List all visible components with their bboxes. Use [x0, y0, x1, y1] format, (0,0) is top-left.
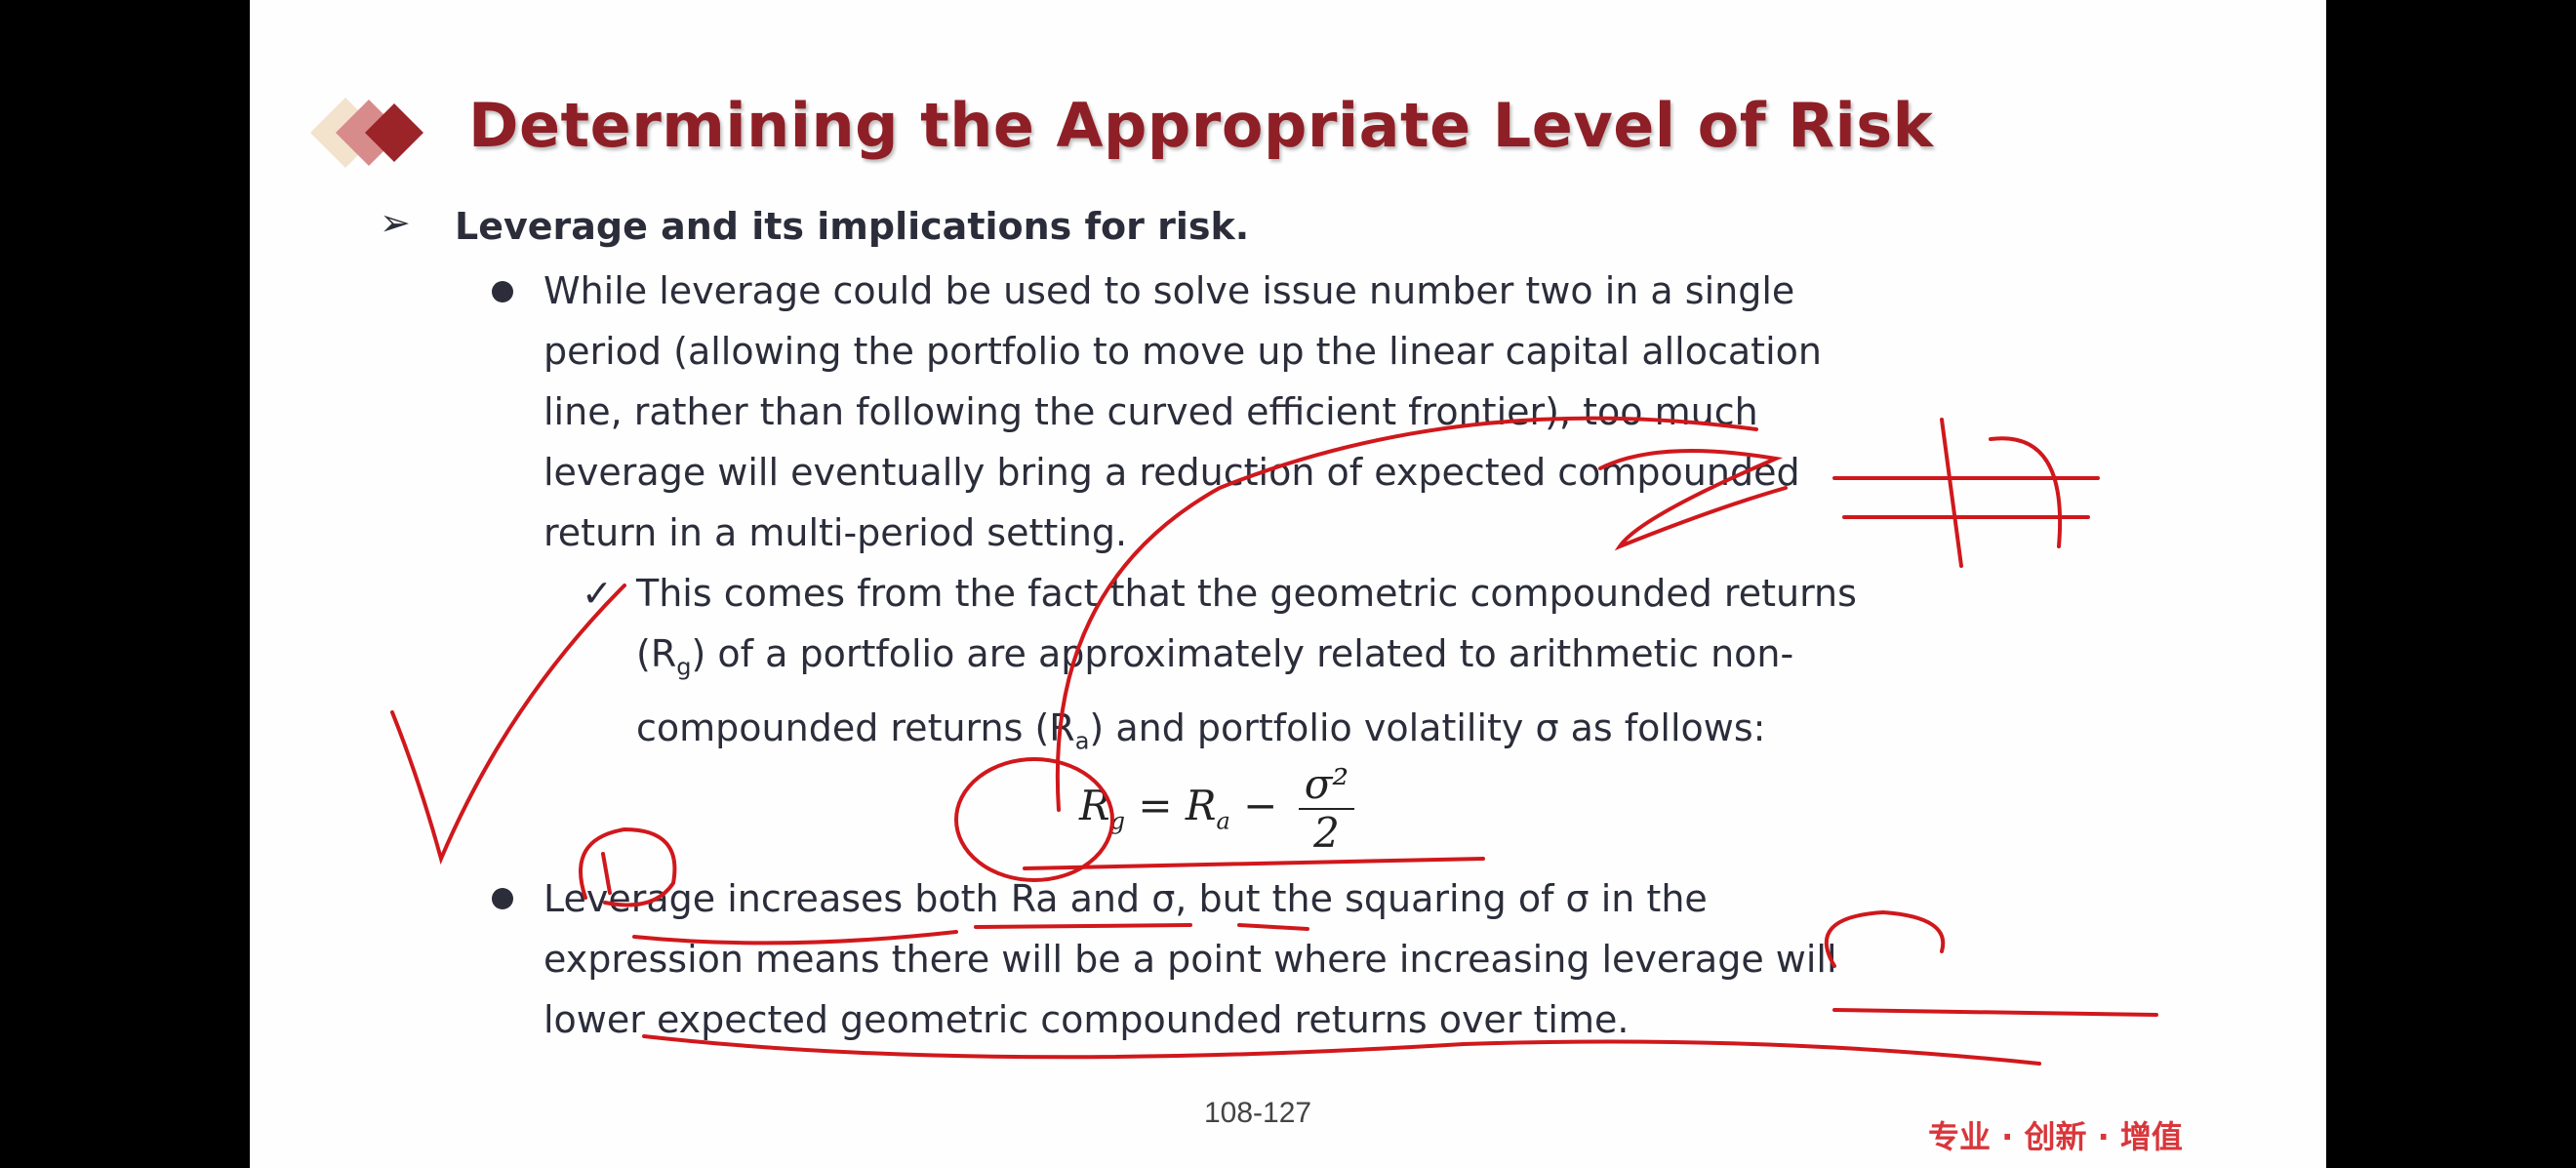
- sub-bullet: This comes from the fact that the geomet…: [636, 563, 1857, 771]
- text-line: period (allowing the portfolio to move u…: [543, 330, 1822, 373]
- section-heading: Leverage and its implications for risk.: [455, 205, 1250, 248]
- arrow-bullet-icon: ➢: [380, 201, 411, 244]
- title-diamonds-icon: [310, 98, 423, 168]
- underline-annotation: [632, 857, 2158, 1017]
- bullet-icon: [492, 888, 513, 909]
- text-line: While leverage could be used to solve is…: [543, 269, 1795, 312]
- slide: Determining the Appropriate Level of Ris…: [250, 0, 2326, 1168]
- bullet-1: While leverage could be used to solve is…: [543, 261, 1822, 563]
- bullet-icon: [492, 281, 513, 302]
- text-line: leverage will eventually bring a reducti…: [543, 451, 1800, 494]
- text-line: line, rather than following the curved e…: [543, 390, 1758, 433]
- chinese-annotation: [1598, 418, 2100, 568]
- text-line: (Rg) of a portfolio are approximately re…: [636, 632, 1794, 681]
- footer-slogan: 专业 · 创新 · 增值: [1928, 1118, 2183, 1155]
- slide-title: Determining the Appropriate Level of Ris…: [468, 90, 1934, 161]
- long-underline-annotation: [642, 1034, 2041, 1066]
- circle-annotation: [954, 757, 1114, 882]
- text-line: return in a multi-period setting.: [543, 511, 1128, 554]
- arc-annotation: [1055, 416, 1758, 812]
- page-number: 108-127: [1204, 1097, 1312, 1129]
- circle-2-annotation: [1824, 909, 1946, 968]
- checkmark-icon: ✓: [582, 572, 613, 615]
- text-line: This comes from the fact that the geomet…: [636, 572, 1857, 615]
- circle-1-annotation: [579, 826, 677, 907]
- formula: Rg = Ra − σ² 2: [1079, 761, 1355, 857]
- bullet-2: Leverage increases both Ra and σ, but th…: [543, 868, 1837, 1050]
- text-line: compounded returns (Ra) and portfolio vo…: [636, 705, 1766, 755]
- number-1-annotation: [601, 852, 612, 895]
- checkmark-annotation: [390, 584, 626, 866]
- text-line: lower expected geometric compounded retu…: [543, 998, 1630, 1041]
- text-line: Leverage increases both Ra and σ, but th…: [543, 877, 1708, 920]
